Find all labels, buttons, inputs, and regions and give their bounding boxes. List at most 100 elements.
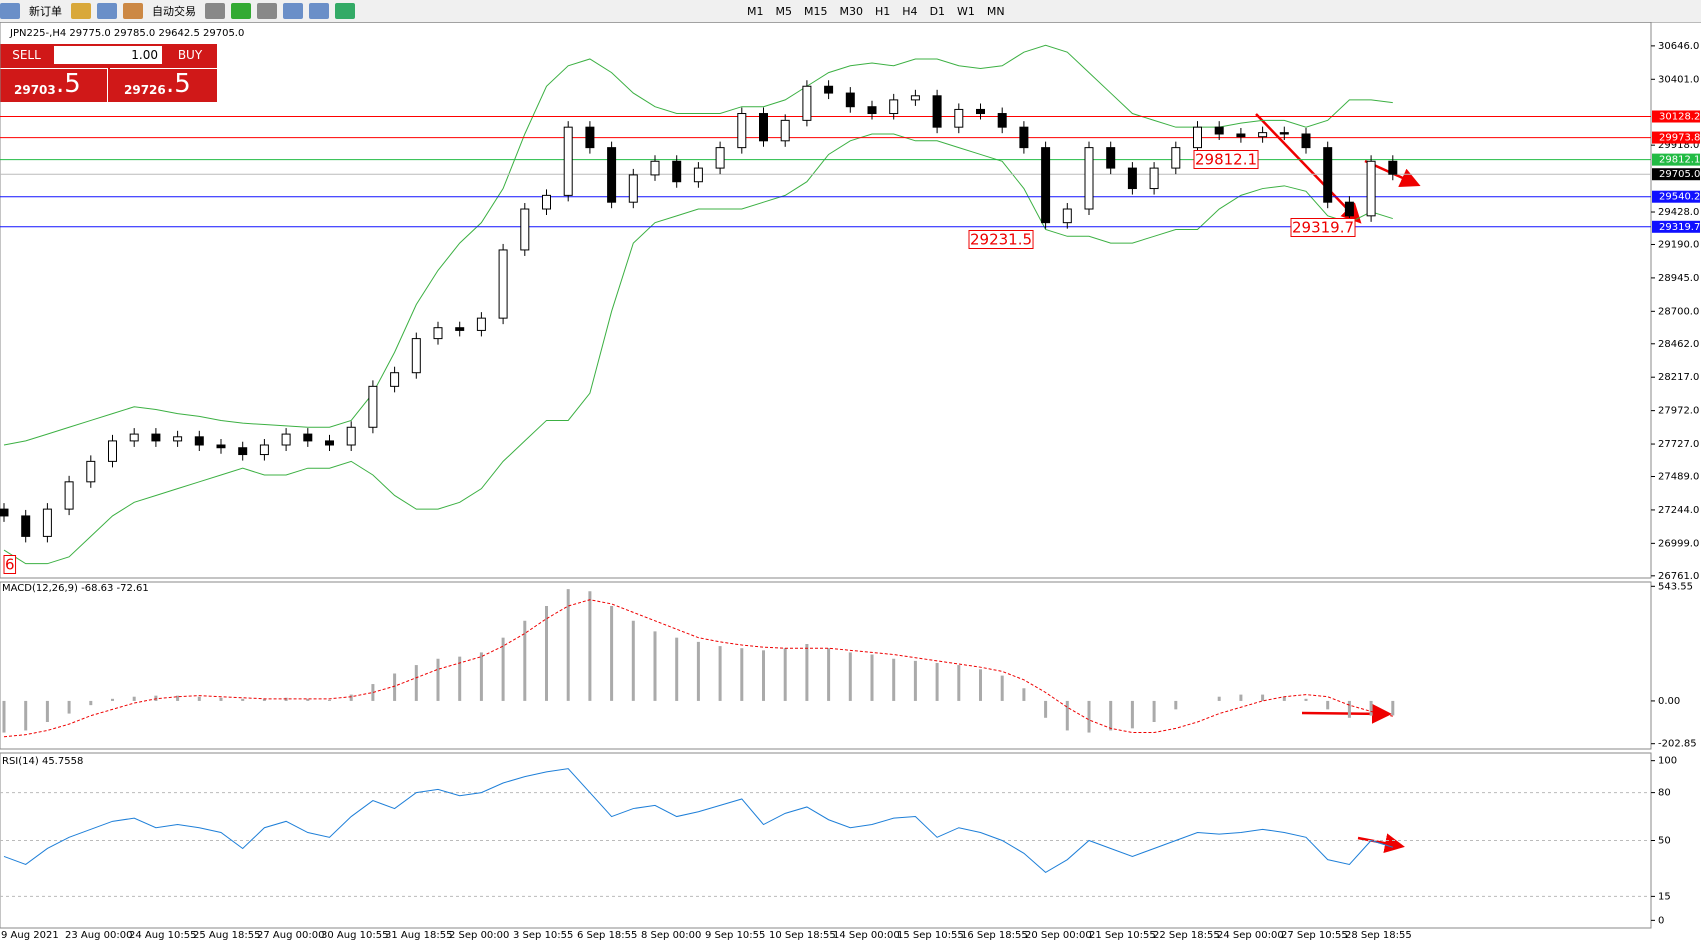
timeframe-button[interactable]: M30 bbox=[839, 4, 864, 18]
y-tick-label: 29918.0 bbox=[1658, 140, 1699, 151]
candle bbox=[238, 447, 248, 456]
annotation: 29319.7 bbox=[1292, 219, 1354, 237]
candle bbox=[650, 160, 660, 176]
candle bbox=[173, 436, 183, 442]
candle bbox=[21, 515, 31, 537]
annotation: 6 bbox=[5, 556, 15, 574]
price-level-label: 30128.2 bbox=[1659, 112, 1700, 123]
trade-panel: SELL 1.00 BUY 29703 .5 29726 .5 bbox=[0, 44, 217, 103]
candle bbox=[303, 433, 313, 442]
x-tick-label: 23 Aug 00:00 bbox=[65, 930, 132, 941]
icon[interactable] bbox=[205, 3, 225, 19]
macd-signal bbox=[3, 599, 1393, 738]
timeframe-button[interactable]: M1 bbox=[747, 4, 764, 18]
sell-price[interactable]: 29703 .5 bbox=[0, 68, 108, 103]
auto-trade-button[interactable]: 自动交易 bbox=[152, 5, 196, 18]
arrow bbox=[1301, 703, 1392, 724]
icon[interactable] bbox=[309, 3, 329, 19]
x-tick-label: 2 Sep 00:00 bbox=[449, 930, 509, 941]
annotation-box bbox=[1193, 150, 1259, 169]
y-tick-label: 27489.0 bbox=[1658, 472, 1699, 483]
candle bbox=[672, 160, 682, 183]
candle bbox=[1127, 167, 1137, 190]
candle bbox=[1149, 167, 1159, 190]
timeframe-button[interactable]: D1 bbox=[929, 4, 946, 18]
candle bbox=[824, 85, 834, 94]
y-tick-label: 28945.0 bbox=[1658, 273, 1699, 284]
candle bbox=[1019, 126, 1029, 149]
candle bbox=[476, 317, 486, 331]
candle bbox=[715, 147, 725, 169]
price-level-tag bbox=[1652, 131, 1700, 144]
icon[interactable] bbox=[0, 3, 20, 19]
candle bbox=[433, 327, 443, 340]
x-tick-label: 30 Aug 10:55 bbox=[321, 930, 388, 941]
candle bbox=[151, 433, 161, 442]
y-tick-label: 26761.0 bbox=[1658, 571, 1699, 582]
buy-button[interactable]: BUY bbox=[177, 48, 203, 62]
timeframe-button[interactable]: H1 bbox=[875, 4, 891, 18]
candle bbox=[976, 108, 985, 115]
candle bbox=[954, 108, 964, 128]
x-tick-label: 24 Sep 00:00 bbox=[1217, 930, 1284, 941]
macd-panel bbox=[0, 581, 1652, 750]
sell-price-frac: .5 bbox=[56, 69, 81, 99]
lots-input[interactable]: 1.00 bbox=[54, 46, 162, 64]
buy-price[interactable]: 29726 .5 bbox=[110, 68, 217, 103]
candle bbox=[1236, 133, 1246, 138]
macd-label: MACD(12,26,9) -68.63 -72.61 bbox=[2, 583, 149, 594]
y-tick-label: 80 bbox=[1658, 788, 1671, 799]
y-tick-label: 29428.0 bbox=[1658, 207, 1699, 218]
y-tick-label: 30401.0 bbox=[1658, 74, 1699, 85]
candle bbox=[346, 426, 356, 446]
candle bbox=[498, 249, 508, 319]
timeframe-button[interactable]: MN bbox=[986, 4, 1005, 18]
candle bbox=[64, 481, 74, 510]
buy-price-main: 29726 bbox=[124, 83, 166, 97]
candle bbox=[1214, 126, 1224, 135]
icon[interactable] bbox=[257, 3, 277, 19]
arrow bbox=[1357, 833, 1405, 854]
x-tick-label: 6 Sep 18:55 bbox=[577, 930, 637, 941]
new-order-button[interactable]: 新订单 bbox=[29, 5, 62, 18]
x-tick-label: 14 Sep 00:00 bbox=[833, 930, 900, 941]
timeframe-button[interactable]: H4 bbox=[902, 4, 918, 18]
candle bbox=[259, 444, 269, 456]
price-level-label: 29705.0 bbox=[1659, 169, 1700, 180]
icon[interactable] bbox=[97, 3, 117, 19]
candle bbox=[802, 85, 812, 121]
sell-button[interactable]: SELL bbox=[12, 48, 41, 62]
candle bbox=[867, 106, 877, 115]
candle bbox=[129, 433, 139, 442]
bollinger-band bbox=[3, 44, 1393, 446]
x-tick-label: 24 Aug 10:55 bbox=[129, 930, 196, 941]
timeframe-button[interactable]: M5 bbox=[775, 4, 793, 18]
candle bbox=[1193, 126, 1202, 149]
arrow bbox=[1255, 113, 1362, 224]
icon[interactable] bbox=[71, 3, 91, 19]
y-tick-label: 15 bbox=[1658, 891, 1671, 902]
icon[interactable] bbox=[283, 3, 303, 19]
timeframe-button[interactable]: M15 bbox=[804, 4, 828, 18]
candle bbox=[0, 508, 9, 517]
price-level-tag bbox=[1652, 153, 1700, 166]
candle bbox=[780, 119, 790, 142]
x-tick-label: 28 Sep 18:55 bbox=[1345, 930, 1412, 941]
price-level-tag bbox=[1652, 110, 1700, 123]
y-tick-label: 100 bbox=[1658, 756, 1677, 767]
y-tick-label: 28700.0 bbox=[1658, 306, 1699, 317]
y-tick-label: 27244.0 bbox=[1658, 505, 1699, 516]
icon[interactable] bbox=[231, 3, 251, 19]
icon[interactable] bbox=[123, 3, 143, 19]
chart: JPN225-,H4 29775.0 29785.0 29642.5 29705… bbox=[0, 22, 1700, 941]
candle bbox=[628, 174, 638, 203]
icon[interactable] bbox=[335, 3, 355, 19]
x-tick-label: 3 Sep 10:55 bbox=[513, 930, 573, 941]
sell-price-main: 29703 bbox=[14, 83, 56, 97]
x-tick-label: 9 Sep 10:55 bbox=[705, 930, 765, 941]
candle bbox=[693, 167, 703, 183]
candle bbox=[585, 126, 595, 149]
timeframe-button[interactable]: W1 bbox=[957, 4, 975, 18]
price-level-tag bbox=[1652, 190, 1700, 203]
